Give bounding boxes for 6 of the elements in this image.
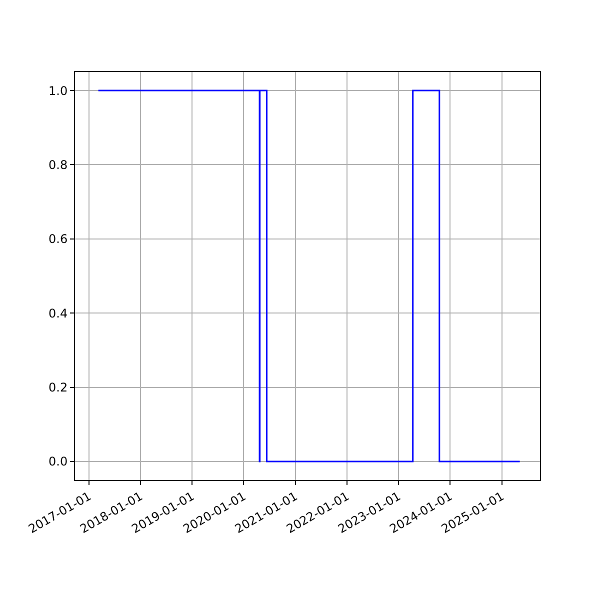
y-tick-label: 0.0 [48,454,68,469]
y-tick-label: 0.8 [48,158,68,172]
y-tick-label: 0.4 [48,306,68,320]
y-tick-label: 0.2 [48,380,68,394]
y-tick-label: 1.0 [48,84,68,98]
y-tick-label: 0.6 [48,232,68,246]
